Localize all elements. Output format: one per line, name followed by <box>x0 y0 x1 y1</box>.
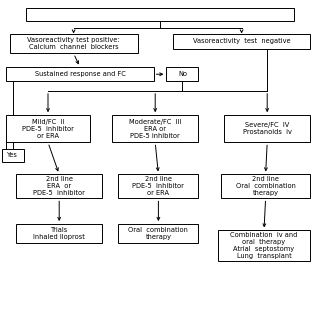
FancyBboxPatch shape <box>118 174 198 198</box>
Text: 2nd line
ERA  or
PDE-5  inhibitor: 2nd line ERA or PDE-5 inhibitor <box>33 176 85 196</box>
FancyBboxPatch shape <box>10 34 138 53</box>
FancyBboxPatch shape <box>16 224 102 243</box>
FancyBboxPatch shape <box>218 230 310 261</box>
FancyBboxPatch shape <box>173 34 310 49</box>
FancyBboxPatch shape <box>6 67 154 81</box>
FancyBboxPatch shape <box>221 174 310 198</box>
Text: Sustained response and FC: Sustained response and FC <box>35 71 125 77</box>
FancyBboxPatch shape <box>26 8 294 21</box>
Text: Combination  iv and
oral  therapy
Atrial  septostomy
Lung  transplant: Combination iv and oral therapy Atrial s… <box>230 232 298 259</box>
Text: No: No <box>178 71 187 77</box>
Text: Moderate/FC  III
ERA or
PDE-5 inhibitor: Moderate/FC III ERA or PDE-5 inhibitor <box>129 119 181 139</box>
Text: Oral  combination
therapy: Oral combination therapy <box>128 227 188 240</box>
Text: Vasoreactivity test positive:
Calcium  channel  blockers: Vasoreactivity test positive: Calcium ch… <box>27 37 120 50</box>
FancyBboxPatch shape <box>2 149 24 162</box>
Text: Mild/FC  II
PDE-5  inhibitor
or ERA: Mild/FC II PDE-5 inhibitor or ERA <box>22 119 74 139</box>
Text: Trials
Inhaled Iloprost: Trials Inhaled Iloprost <box>33 227 85 240</box>
Text: 2nd line
Oral  combination
therapy: 2nd line Oral combination therapy <box>236 176 296 196</box>
Text: 2nd line
PDE-5  inhibitor
or ERA: 2nd line PDE-5 inhibitor or ERA <box>132 176 184 196</box>
FancyBboxPatch shape <box>16 174 102 198</box>
Text: Vasoreactivity  test  negative: Vasoreactivity test negative <box>193 38 291 44</box>
FancyBboxPatch shape <box>6 115 90 142</box>
FancyBboxPatch shape <box>224 115 310 142</box>
FancyBboxPatch shape <box>112 115 198 142</box>
Text: Severe/FC  IV
Prostanoids  iv: Severe/FC IV Prostanoids iv <box>243 122 292 135</box>
FancyBboxPatch shape <box>118 224 198 243</box>
Text: Yes: Yes <box>7 152 18 158</box>
FancyBboxPatch shape <box>166 67 198 81</box>
